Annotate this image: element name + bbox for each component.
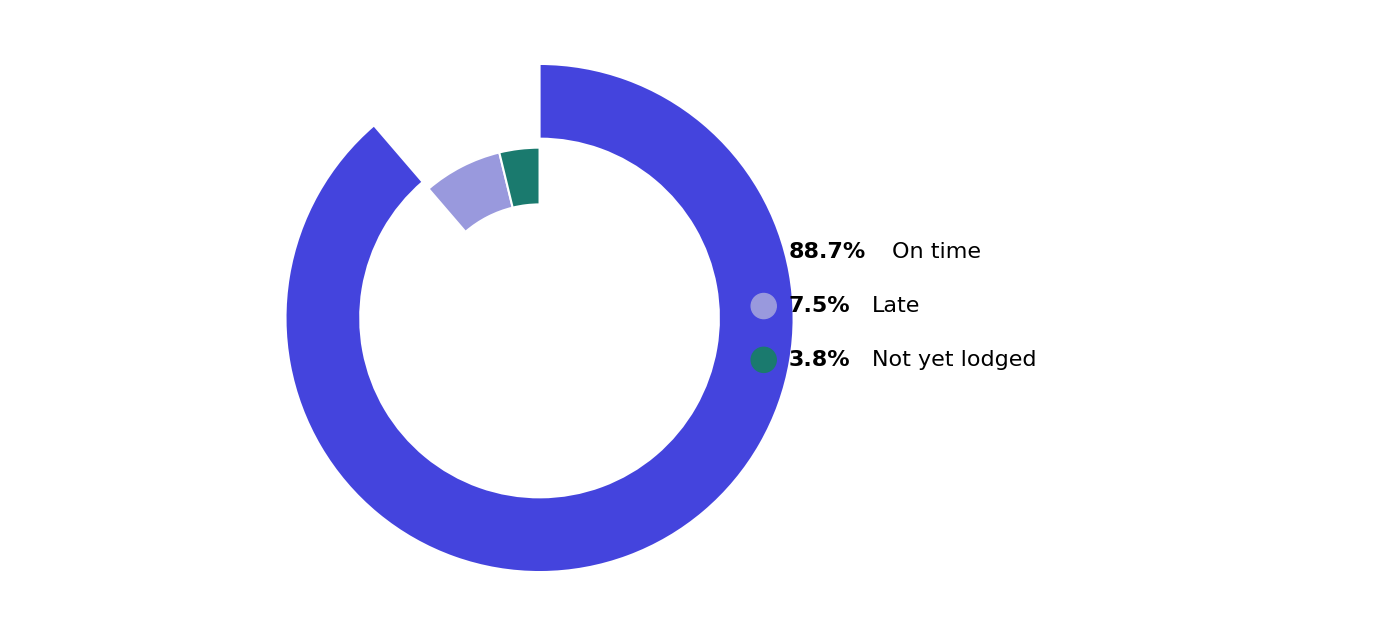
Circle shape: [751, 240, 776, 265]
Text: Not yet lodged: Not yet lodged: [872, 350, 1036, 370]
Wedge shape: [429, 153, 513, 232]
Text: 7.5%: 7.5%: [788, 296, 850, 316]
Circle shape: [751, 293, 776, 319]
Text: 3.8%: 3.8%: [788, 350, 850, 370]
Text: Late: Late: [872, 296, 921, 316]
Text: On time: On time: [892, 242, 981, 262]
Wedge shape: [499, 148, 540, 207]
Circle shape: [751, 347, 776, 373]
Text: 88.7%: 88.7%: [788, 242, 865, 262]
Wedge shape: [285, 64, 794, 572]
